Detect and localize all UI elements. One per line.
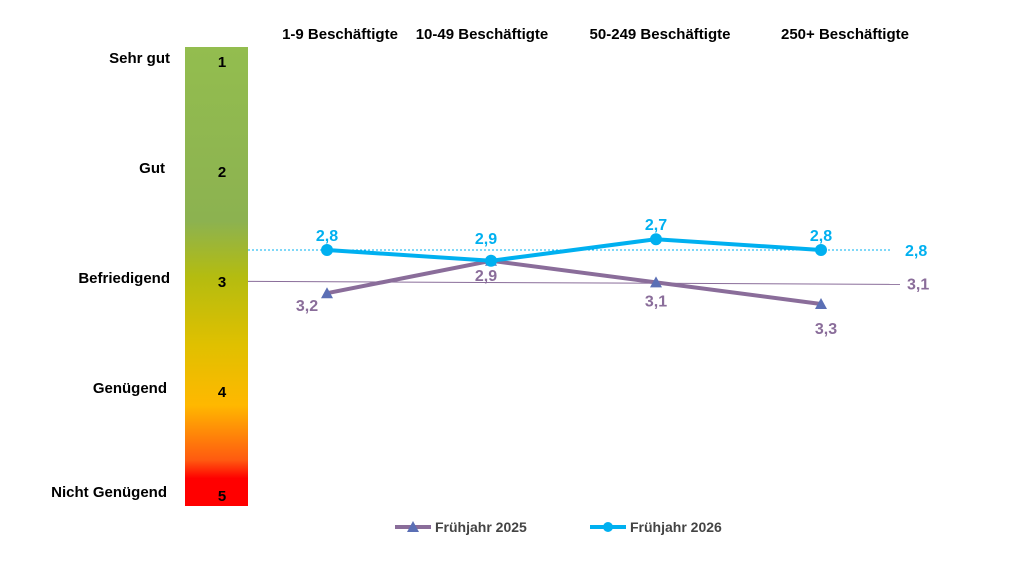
grade-label: Befriedigend xyxy=(78,270,170,287)
grade-label: Genügend xyxy=(93,380,167,397)
grade-label: Nicht Genügend xyxy=(51,484,167,501)
series-line-0 xyxy=(326,258,822,306)
data-label: 3,2 xyxy=(296,298,318,315)
average-label-2026: 2,8 xyxy=(905,243,927,260)
average-label-2025: 3,1 xyxy=(907,276,929,293)
legend-label: Frühjahr 2025 xyxy=(435,519,527,535)
category-label: 50-249 Beschäftigte xyxy=(590,26,731,43)
grade-number: 5 xyxy=(218,488,226,505)
data-point-triangle xyxy=(321,287,333,299)
category-label: 10-49 Beschäftigte xyxy=(416,26,549,43)
data-label: 2,7 xyxy=(645,217,667,234)
data-label: 3,3 xyxy=(815,321,837,338)
data-label: 2,8 xyxy=(810,228,832,245)
series-line-1 xyxy=(326,237,822,263)
grade-gradient-bar xyxy=(185,47,248,506)
grade-number: 1 xyxy=(218,54,226,71)
data-point-triangle xyxy=(815,298,827,309)
grade-label: Gut xyxy=(139,160,165,177)
grade-label: Sehr gut xyxy=(109,50,170,67)
data-point-circle xyxy=(485,254,497,267)
data-point-circle xyxy=(321,244,333,256)
category-label: 250+ Beschäftigte xyxy=(781,26,909,43)
grade-number: 2 xyxy=(218,164,226,181)
data-label: 2,9 xyxy=(475,268,497,285)
data-point-circle xyxy=(815,244,827,256)
grade-number: 4 xyxy=(218,384,227,401)
legend-circle-icon xyxy=(603,522,613,532)
grade-number: 3 xyxy=(218,274,226,291)
data-point-triangle xyxy=(650,276,662,288)
legend-triangle-icon xyxy=(407,521,419,532)
average-line-2025 xyxy=(247,280,901,285)
legend-label: Frühjahr 2026 xyxy=(630,519,722,535)
data-point-circle xyxy=(650,233,662,246)
data-label: 2,9 xyxy=(475,231,497,248)
category-label: 1-9 Beschäftigte xyxy=(282,26,398,43)
data-label: 2,8 xyxy=(316,228,338,245)
data-label: 3,1 xyxy=(645,293,667,310)
